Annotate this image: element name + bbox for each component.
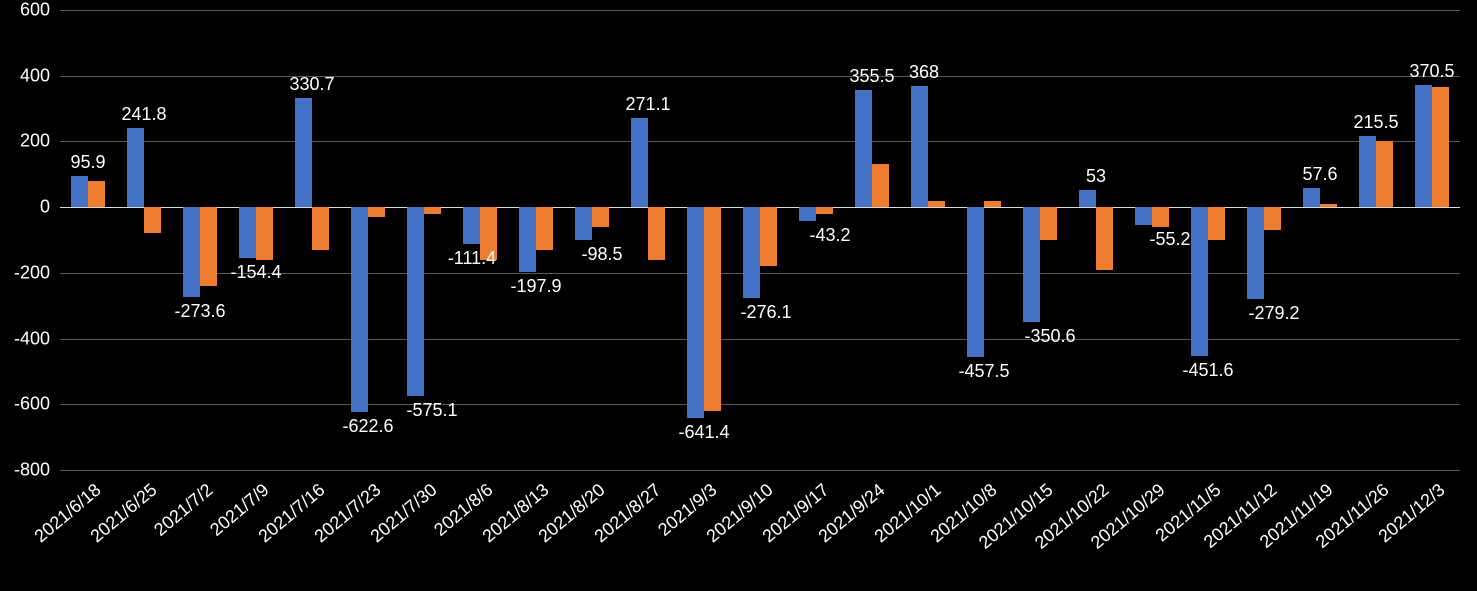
- bar-series2: [1040, 207, 1057, 240]
- data-label: 95.9: [70, 152, 105, 173]
- bar-series2: [200, 207, 217, 286]
- bar-series2: [144, 207, 161, 233]
- data-label: 241.8: [121, 104, 166, 125]
- data-label: 271.1: [625, 94, 670, 115]
- data-label: -350.6: [1024, 326, 1075, 347]
- y-tick-label: 0: [40, 197, 60, 218]
- y-tick-label: -400: [14, 328, 60, 349]
- gridline: [60, 10, 1460, 11]
- bar-series1: [183, 207, 200, 297]
- data-label: 368: [909, 62, 939, 83]
- plot-area: -800-600-400-200020040060095.9241.8-273.…: [60, 10, 1460, 470]
- bar-series1: [295, 98, 312, 207]
- bar-series1: [519, 207, 536, 272]
- y-tick-label: -600: [14, 394, 60, 415]
- bar-series2: [312, 207, 329, 250]
- y-tick-label: -800: [14, 460, 60, 481]
- data-label: -111.4: [448, 248, 496, 269]
- data-label: 215.5: [1353, 112, 1398, 133]
- data-label: 57.6: [1302, 164, 1337, 185]
- gridline: [60, 76, 1460, 77]
- bar-series2: [1208, 207, 1225, 240]
- bar-series2: [368, 207, 385, 217]
- y-tick-label: 600: [20, 0, 60, 21]
- bar-series2: [592, 207, 609, 227]
- data-label: -575.1: [406, 400, 457, 421]
- data-label: -55.2: [1149, 229, 1190, 250]
- bar-series2: [256, 207, 273, 260]
- bar-series1: [575, 207, 592, 239]
- bar-series1: [855, 90, 872, 207]
- y-tick-label: 200: [20, 131, 60, 152]
- gridline: [60, 470, 1460, 471]
- bar-series1: [799, 207, 816, 221]
- y-tick-label: 400: [20, 65, 60, 86]
- bar-series1: [1023, 207, 1040, 322]
- bar-series1: [1079, 190, 1096, 207]
- bar-series1: [407, 207, 424, 396]
- data-label: -154.4: [230, 262, 281, 283]
- bar-series2: [648, 207, 665, 260]
- bar-series2: [1264, 207, 1281, 230]
- bar-series1: [351, 207, 368, 412]
- data-label: 330.7: [289, 74, 334, 95]
- data-label: 370.5: [1409, 61, 1454, 82]
- bar-series2: [816, 207, 833, 214]
- data-label: 355.5: [849, 66, 894, 87]
- bar-series1: [127, 128, 144, 207]
- bar-series2: [928, 201, 945, 208]
- bar-series2: [704, 207, 721, 411]
- data-label: -197.9: [510, 276, 561, 297]
- bar-series1: [687, 207, 704, 418]
- bar-series1: [1303, 188, 1320, 207]
- data-label: -457.5: [958, 361, 1009, 382]
- data-label: -451.6: [1182, 360, 1233, 381]
- bar-series1: [1359, 136, 1376, 207]
- bar-series2: [424, 207, 441, 214]
- data-label: -641.4: [678, 422, 729, 443]
- bar-series1: [631, 118, 648, 207]
- data-label: -43.2: [809, 225, 850, 246]
- x-tick-label: 2021/7/2: [145, 473, 217, 540]
- bar-series2: [536, 207, 553, 250]
- bar-series1: [1135, 207, 1152, 225]
- bar-series1: [743, 207, 760, 298]
- bar-series1: [967, 207, 984, 357]
- y-tick-label: -200: [14, 262, 60, 283]
- gridline: [60, 404, 1460, 405]
- data-label: -276.1: [740, 302, 791, 323]
- bar-series2: [760, 207, 777, 266]
- bar-series1: [71, 176, 88, 208]
- gridline: [60, 339, 1460, 340]
- data-label: -273.6: [174, 301, 225, 322]
- bar-series1: [463, 207, 480, 244]
- data-label: -98.5: [581, 244, 622, 265]
- bar-series2: [1432, 87, 1449, 207]
- bar-series2: [1320, 204, 1337, 207]
- bar-series2: [872, 164, 889, 207]
- bar-series2: [1152, 207, 1169, 227]
- bar-series2: [88, 181, 105, 207]
- bar-series2: [1376, 141, 1393, 207]
- bar-series2: [1096, 207, 1113, 269]
- bar-series1: [911, 86, 928, 207]
- bar-chart: -800 -600 -400 -200 0 200 400 600 95.9 241.8 -273.…: [0, 0, 1477, 591]
- gridline: [60, 141, 1460, 142]
- bar-series2: [984, 201, 1001, 208]
- bar-series1: [1247, 207, 1264, 299]
- data-label: -622.6: [342, 416, 393, 437]
- data-label: -279.2: [1248, 303, 1299, 324]
- bar-series1: [239, 207, 256, 258]
- bar-series1: [1415, 85, 1432, 207]
- data-label: 53: [1086, 166, 1106, 187]
- bar-series1: [1191, 207, 1208, 355]
